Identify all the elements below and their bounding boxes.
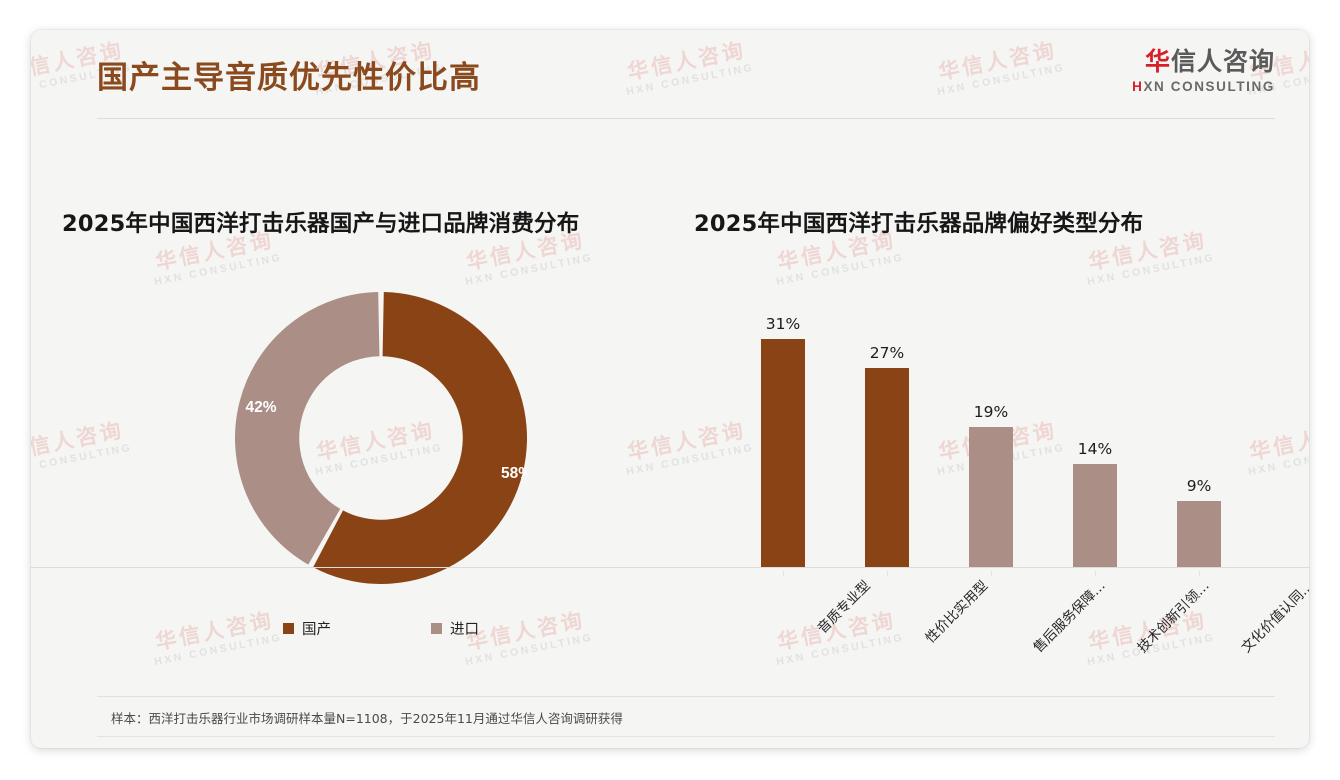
donut-legend: 国产 进口 xyxy=(235,618,527,639)
page-title: 国产主导音质优先性价比高 xyxy=(97,60,481,96)
brand-logo: 华信人咨询 HXN CONSULTING xyxy=(1132,47,1275,94)
legend-swatch-icon xyxy=(431,623,442,634)
bar-value-label: 9% xyxy=(1186,476,1212,495)
bar-column: 14% xyxy=(1043,302,1147,567)
footer-website[interactable]: www.hxrcon.com xyxy=(1181,747,1275,748)
brand-name-cn: 华信人咨询 xyxy=(1132,47,1275,77)
bar-category-label: 性价比实用型 xyxy=(922,577,992,647)
footnote: 样本：西洋打击乐器行业市场调研样本量N=1108，于2025年11月通过华信人咨… xyxy=(111,711,623,726)
bar-plot: 31% 27% 19% 14% 9% xyxy=(731,302,1251,567)
bar-axis-line xyxy=(31,567,1309,568)
bar-rect[interactable] xyxy=(1073,463,1117,567)
donut-chart-svg: 58% 42% xyxy=(235,292,527,584)
header-divider xyxy=(97,118,1275,119)
bar-rect[interactable] xyxy=(969,427,1013,567)
donut-chart: 58% 42% xyxy=(235,292,527,584)
bar-category-label: 音质专业型 xyxy=(814,577,874,637)
footnote-divider xyxy=(97,696,1275,697)
bar-rect[interactable] xyxy=(1177,500,1221,567)
bar-column: 27% xyxy=(835,302,939,567)
legend-item[interactable]: 进口 xyxy=(431,618,479,639)
brand-en-highlight: H xyxy=(1132,78,1144,94)
donut-slice-label: 58% xyxy=(501,465,527,482)
bar-category-label: 文化价值认同… xyxy=(1238,577,1309,656)
brand-cn-highlight: 华 xyxy=(1144,47,1171,76)
bar-category-label: 售后服务保障… xyxy=(1030,577,1109,656)
bar-chart: 31% 27% 19% 14% 9% xyxy=(731,302,1251,567)
bar-column: 19% xyxy=(939,302,1043,567)
slide-card: 华信人咨询 HXN CONSULTING 华信人咨询 HXN CONSULTING 华信… xyxy=(31,30,1309,748)
bar-axis-tick xyxy=(991,571,992,576)
bar-value-label: 31% xyxy=(765,314,801,333)
footer-divider xyxy=(97,736,1275,737)
bar-axis-tick xyxy=(887,571,888,576)
legend-label: 国产 xyxy=(302,622,331,638)
bar-axis-tick xyxy=(1095,571,1096,576)
donut-slice[interactable] xyxy=(235,292,380,565)
legend-swatch-icon xyxy=(283,623,294,634)
footer-copyright: ©2026.1 HXR华信人咨询 xyxy=(97,746,252,748)
bar-rect[interactable] xyxy=(865,368,909,567)
legend-label: 进口 xyxy=(450,622,479,638)
bar-column: 9% xyxy=(1147,302,1251,567)
bar-value-label: 14% xyxy=(1077,439,1113,458)
brand-cn-rest: 信人咨询 xyxy=(1170,47,1275,76)
bar-value-label: 27% xyxy=(869,344,905,363)
charts-area: 2025年中国西洋打击乐器国产与进口品牌消费分布 2025年中国西洋打击乐器品牌… xyxy=(31,30,1309,748)
bar-value-label: 19% xyxy=(973,403,1009,422)
slide-header: 国产主导音质优先性价比高 华信人咨询 HXN CONSULTING xyxy=(31,30,1309,118)
bar-rect[interactable] xyxy=(761,338,805,567)
donut-slice[interactable] xyxy=(313,292,527,584)
brand-en-rest: XN CONSULTING xyxy=(1143,78,1275,94)
donut-chart-title: 2025年中国西洋打击乐器国产与进口品牌消费分布 xyxy=(62,211,580,237)
bar-axis-tick xyxy=(783,571,784,576)
bar-category-label: 技术创新引领… xyxy=(1134,577,1213,656)
legend-item[interactable]: 国产 xyxy=(283,618,331,639)
brand-name-en: HXN CONSULTING xyxy=(1132,79,1275,94)
bar-column: 31% xyxy=(731,302,835,567)
bar-axis-tick xyxy=(1199,571,1200,576)
bar-chart-title: 2025年中国西洋打击乐器品牌偏好类型分布 xyxy=(694,211,1144,237)
donut-slice-label: 42% xyxy=(245,399,276,416)
